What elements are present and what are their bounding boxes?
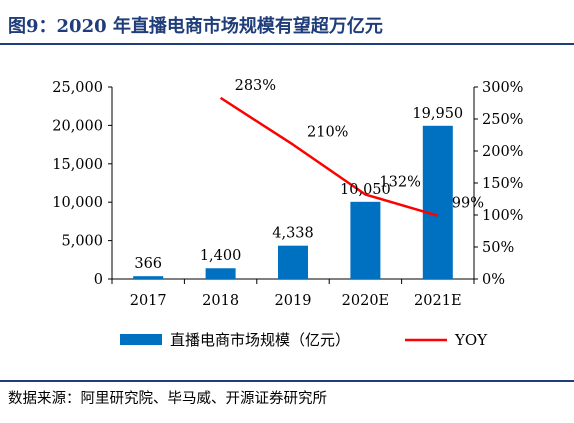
y-tick-label: 25,000 (52, 80, 103, 96)
source-note: 数据来源：阿里研究院、毕马威、开源证券研究所 (8, 391, 327, 407)
bar (278, 245, 308, 279)
x-tick-label: 2018 (202, 293, 239, 309)
bar (350, 201, 381, 279)
yoy-data-label: 210% (307, 125, 348, 141)
y-tick-label: 20,000 (52, 118, 103, 134)
y2-tick-label: 200% (482, 144, 523, 160)
y2-tick-label: 150% (482, 176, 523, 192)
bar (422, 125, 453, 279)
bar-data-label: 1,400 (200, 248, 242, 264)
yoy-data-label: 283% (235, 78, 276, 94)
x-tick-label: 2019 (275, 293, 312, 309)
bar-data-label: 19,950 (412, 106, 463, 122)
y-tick-label: 0 (94, 272, 103, 288)
yoy-data-label: 99% (452, 196, 484, 212)
title-rule (0, 43, 574, 45)
legend-bar-swatch (120, 334, 162, 345)
figure-title: 图9：2020 年直播电商市场规模有望超万亿元 (8, 16, 383, 37)
yoy-data-label: 132% (379, 175, 420, 191)
bar (133, 276, 164, 279)
y2-tick-label: 50% (482, 240, 514, 256)
y-tick-label: 10,000 (52, 195, 103, 211)
y2-tick-label: 0% (482, 272, 505, 288)
x-tick-label: 2021E (414, 293, 462, 309)
y2-tick-label: 250% (482, 112, 523, 128)
combo-chart: 0 5,000 10,000 15,000 20,000 25,000 0% 50% 100% 1… (52, 78, 523, 349)
legend-bar-label: 直播电商市场规模（亿元） (170, 331, 350, 349)
y2-tick-label: 300% (482, 80, 523, 96)
bar (205, 268, 236, 279)
y-tick-label: 5,000 (61, 234, 103, 250)
source-rule (0, 380, 574, 382)
x-tick-label: 2020E (342, 293, 390, 309)
bar-data-label: 10,050 (340, 182, 391, 198)
y-tick-label: 15,000 (52, 157, 103, 173)
y2-tick-label: 100% (482, 208, 523, 224)
bar-data-label: 4,338 (272, 226, 314, 242)
yoy-line (219, 96, 439, 217)
bar-data-label: 366 (134, 256, 162, 272)
x-tick-label: 2017 (130, 293, 167, 309)
legend-line-label: YOY (454, 331, 488, 349)
